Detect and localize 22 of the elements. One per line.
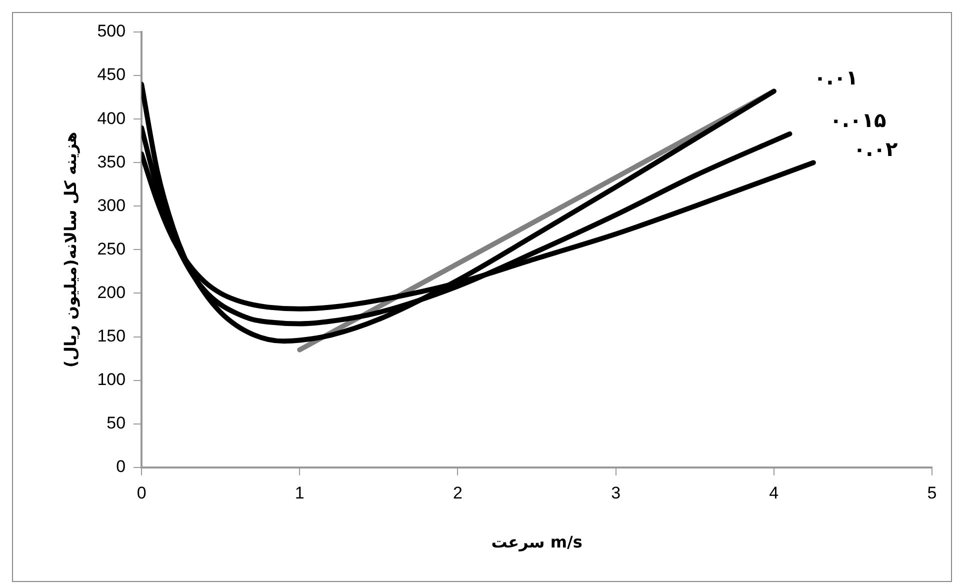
x-tick-label: 2 (453, 483, 462, 502)
x-tick-label: 4 (769, 483, 779, 502)
y-tick-label: 450 (97, 65, 126, 84)
y-tick-label: 300 (97, 196, 126, 215)
y-tick-label: 150 (97, 326, 126, 346)
y-tick-label: 250 (97, 239, 126, 258)
y-tick-label: 500 (97, 22, 126, 41)
y-tick-label: 350 (97, 152, 126, 172)
text: ۰.۰۲ (853, 136, 898, 161)
text: ۰.۰۱ (814, 65, 858, 90)
x-tick-label: 3 (611, 483, 621, 502)
y-tick-label: 400 (97, 108, 126, 128)
x-tick-label: 0 (136, 483, 146, 502)
x-tick-label: 1 (294, 483, 304, 502)
y-tick-label: 200 (97, 282, 126, 302)
y-tick-label: 0 (116, 457, 126, 476)
x-tick-label: 5 (927, 483, 937, 502)
y-axis-title: هزینه کل سالانه(میلیون ریال) (60, 132, 80, 368)
text: ۰.۰۱۵ (830, 108, 886, 132)
y-tick-label: 100 (97, 370, 126, 390)
x-axis-title: سرعت m/s (491, 532, 582, 552)
y-tick-label: 50 (106, 414, 126, 433)
